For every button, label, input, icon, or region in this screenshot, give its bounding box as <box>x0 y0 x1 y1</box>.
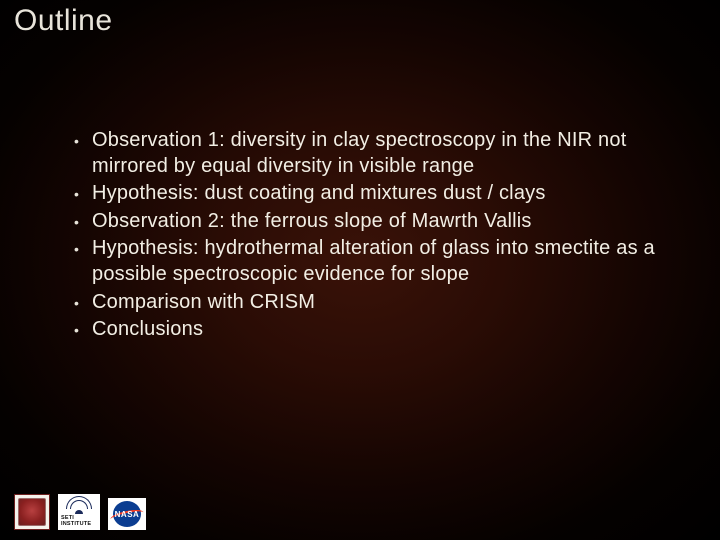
bullet-icon: • <box>70 317 92 340</box>
nasa-logo-icon: NASA <box>108 498 146 530</box>
logo-footer: SETI INSTITUTE NASA <box>14 494 146 530</box>
seti-arcs-icon <box>66 496 92 514</box>
list-item: • Conclusions <box>70 317 680 343</box>
list-item-text: Hypothesis: hydrothermal alteration of g… <box>92 236 680 287</box>
nasa-label: NASA <box>115 510 140 519</box>
bullet-icon: • <box>70 209 92 232</box>
list-item-text: Observation 1: diversity in clay spectro… <box>92 128 680 179</box>
list-item: • Comparison with CRISM <box>70 290 680 316</box>
bullet-icon: • <box>70 181 92 204</box>
list-item-text: Observation 2: the ferrous slope of Mawr… <box>92 209 532 235</box>
outline-list: • Observation 1: diversity in clay spect… <box>70 128 680 345</box>
list-item-text: Conclusions <box>92 317 203 343</box>
bullet-icon: • <box>70 236 92 259</box>
list-item-text: Hypothesis: dust coating and mixtures du… <box>92 181 546 207</box>
list-item: • Hypothesis: hydrothermal alteration of… <box>70 236 680 287</box>
bullet-icon: • <box>70 290 92 313</box>
seti-label: SETI INSTITUTE <box>61 515 97 527</box>
list-item-text: Comparison with CRISM <box>92 290 315 316</box>
slide-title: Outline <box>14 4 113 38</box>
seti-logo-icon: SETI INSTITUTE <box>58 494 100 530</box>
list-item: • Hypothesis: dust coating and mixtures … <box>70 181 680 207</box>
stanford-logo-icon <box>14 494 50 530</box>
list-item: • Observation 2: the ferrous slope of Ma… <box>70 209 680 235</box>
bullet-icon: • <box>70 128 92 151</box>
list-item: • Observation 1: diversity in clay spect… <box>70 128 680 179</box>
